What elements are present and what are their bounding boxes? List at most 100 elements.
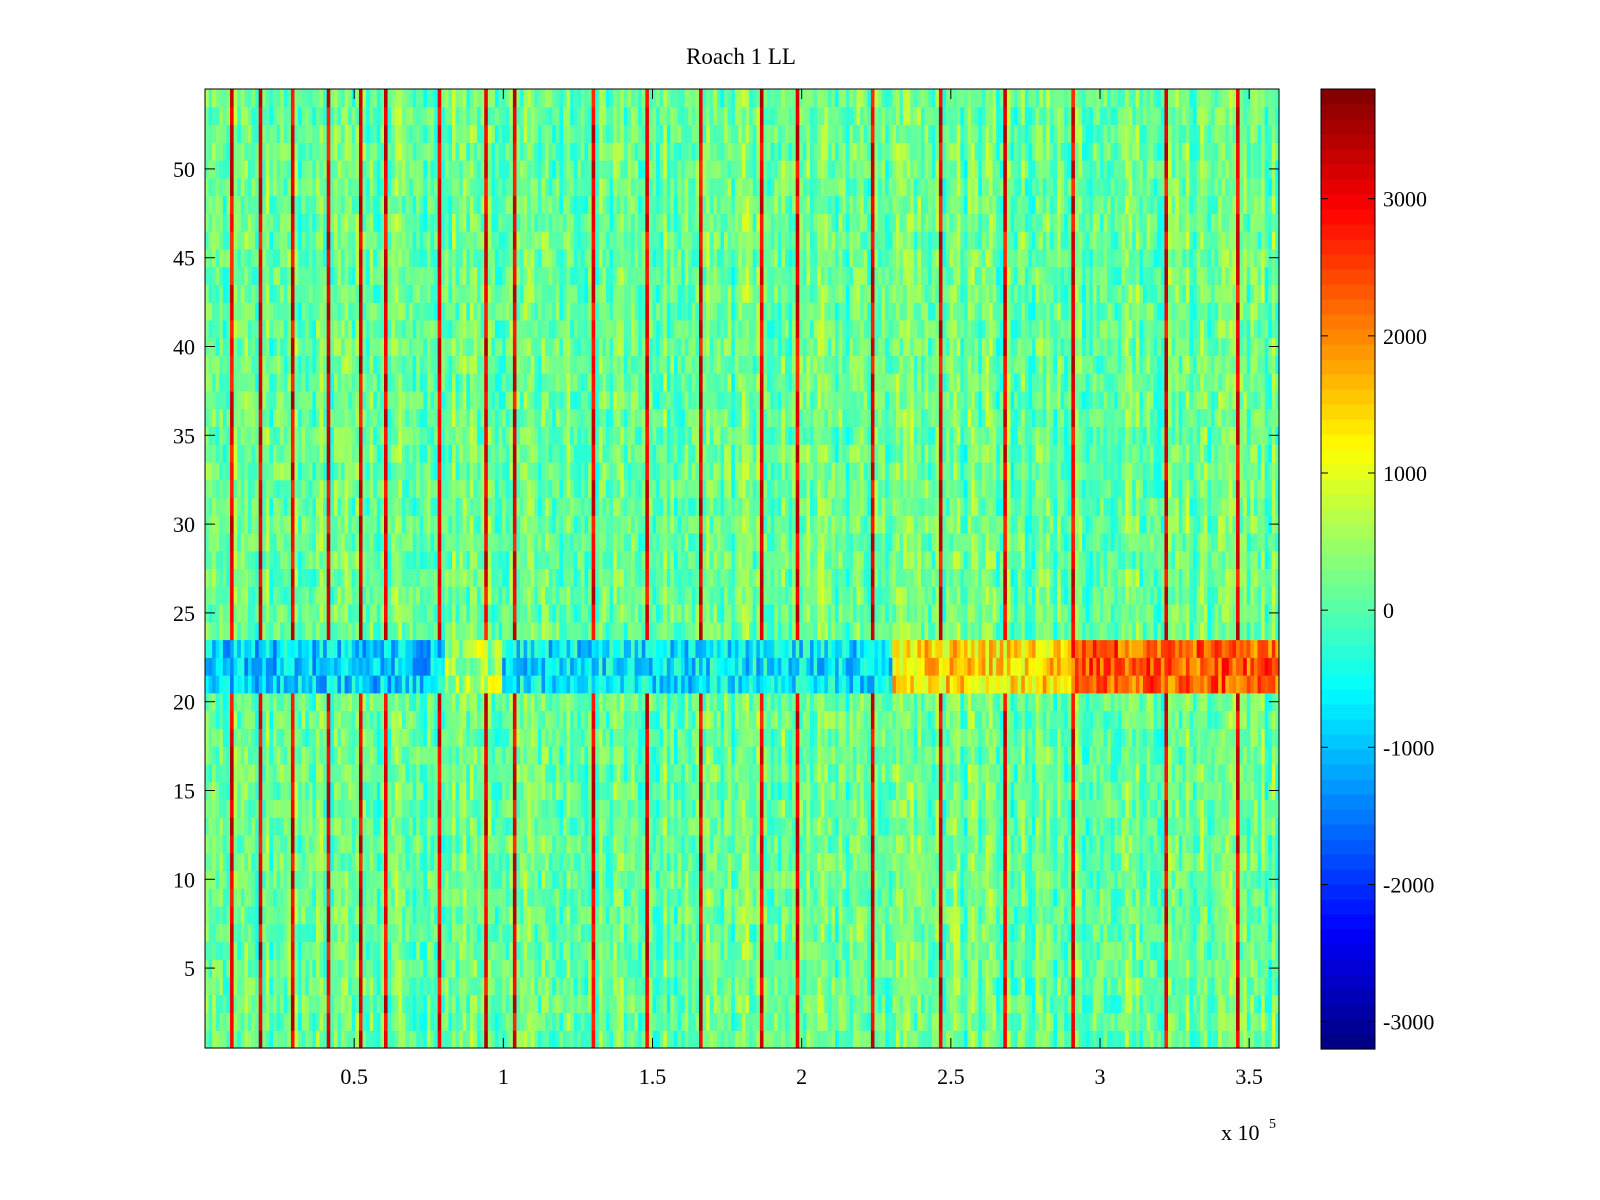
heatmap-cell [230, 248, 235, 268]
heatmap-cell [323, 710, 328, 729]
heatmap-cell [527, 444, 532, 463]
heatmap-cell [455, 532, 460, 552]
heatmap-cell [240, 444, 245, 463]
heatmap-cell [387, 1012, 392, 1031]
heatmap-cell [469, 515, 475, 534]
heatmap-cell [373, 692, 378, 712]
heatmap-cell [290, 604, 296, 623]
heatmap-cell [212, 994, 217, 1014]
heatmap-cell [405, 461, 410, 481]
heatmap-cell [283, 799, 288, 818]
heatmap-cell [369, 763, 374, 783]
heatmap-cell [215, 319, 220, 339]
heatmap-cell [394, 302, 399, 321]
heatmap-cell [233, 444, 238, 463]
heatmap-cell [416, 1030, 421, 1049]
heatmap-cell [294, 319, 299, 339]
heatmap-cell [452, 479, 457, 499]
heatmap-cell [330, 728, 335, 747]
heatmap-cell [462, 870, 467, 889]
heatmap-cell [219, 89, 224, 108]
heatmap-cell [276, 994, 281, 1014]
heatmap-cell [391, 213, 396, 232]
heatmap-cell [276, 710, 281, 729]
heatmap-cell [212, 710, 217, 729]
heatmap-cell [290, 692, 296, 712]
heatmap-cell [484, 160, 489, 179]
heatmap-cell [505, 426, 510, 445]
heatmap-cell [240, 1030, 245, 1049]
heatmap-cell [305, 834, 310, 854]
heatmap-cell [262, 124, 267, 143]
heatmap-cell [444, 817, 450, 836]
heatmap-cell [247, 444, 253, 463]
heatmap-cell [509, 728, 514, 747]
heatmap-cell [516, 763, 521, 783]
heatmap-cell [437, 302, 442, 321]
heatmap-cell [512, 177, 518, 197]
heatmap-cell [205, 177, 210, 197]
heatmap-cell [426, 675, 432, 694]
heatmap-cell [516, 532, 521, 552]
heatmap-cell [230, 905, 235, 925]
heatmap-cell [262, 213, 267, 232]
heatmap-cell [409, 284, 414, 303]
heatmap-cell [523, 302, 528, 321]
heatmap-cell [337, 337, 342, 356]
heatmap-cell [308, 195, 313, 214]
heatmap-cell [301, 106, 306, 126]
heatmap-cell [323, 461, 328, 481]
heatmap-cell [247, 461, 253, 481]
heatmap-cell [459, 319, 464, 339]
heatmap-cell [319, 284, 324, 303]
heatmap-cell [416, 444, 421, 463]
heatmap-cell [294, 941, 299, 960]
heatmap-cell [276, 550, 281, 570]
heatmap-cell [466, 461, 471, 481]
heatmap-cell [319, 1030, 324, 1049]
heatmap-cell [230, 532, 235, 552]
heatmap-cell [355, 746, 360, 765]
heatmap-cell [491, 639, 496, 658]
heatmap-cell [323, 568, 328, 587]
heatmap-cell [273, 284, 278, 303]
heatmap-cell [341, 852, 346, 872]
heatmap-cell [205, 213, 210, 232]
heatmap-cell [516, 248, 521, 268]
heatmap-cell [308, 213, 313, 232]
heatmap-cell [516, 213, 521, 232]
heatmap-cell [412, 89, 417, 108]
heatmap-cell [444, 177, 450, 197]
heatmap-cell [398, 373, 403, 392]
heatmap-cell [237, 373, 242, 392]
heatmap-cell [369, 817, 374, 836]
heatmap-cell [226, 657, 231, 676]
heatmap-cell [394, 160, 399, 179]
heatmap-cell [530, 728, 535, 747]
heatmap-cell [323, 1012, 328, 1031]
heatmap-cell [276, 746, 281, 765]
heatmap-cell [459, 905, 464, 925]
heatmap-cell [520, 710, 525, 729]
heatmap-cell [405, 337, 410, 356]
heatmap-cell [341, 124, 346, 143]
heatmap-cell [512, 550, 518, 570]
heatmap-cell [269, 89, 274, 108]
heatmap-cell [437, 89, 442, 108]
heatmap-cell [337, 852, 342, 872]
heatmap-cell [498, 852, 503, 872]
heatmap-cell [480, 355, 485, 374]
heatmap-cell [265, 337, 271, 356]
heatmap-cell [265, 532, 271, 552]
heatmap-cell [491, 160, 496, 179]
heatmap-cell [366, 657, 371, 676]
heatmap-cell [412, 302, 417, 321]
heatmap-cell [276, 586, 281, 605]
heatmap-cell [283, 976, 288, 996]
heatmap-cell [265, 550, 271, 570]
heatmap-cell [287, 817, 292, 836]
heatmap-cell [452, 426, 457, 445]
heatmap-cell [391, 532, 396, 552]
heatmap-cell [502, 586, 507, 605]
heatmap-cell [441, 657, 446, 676]
